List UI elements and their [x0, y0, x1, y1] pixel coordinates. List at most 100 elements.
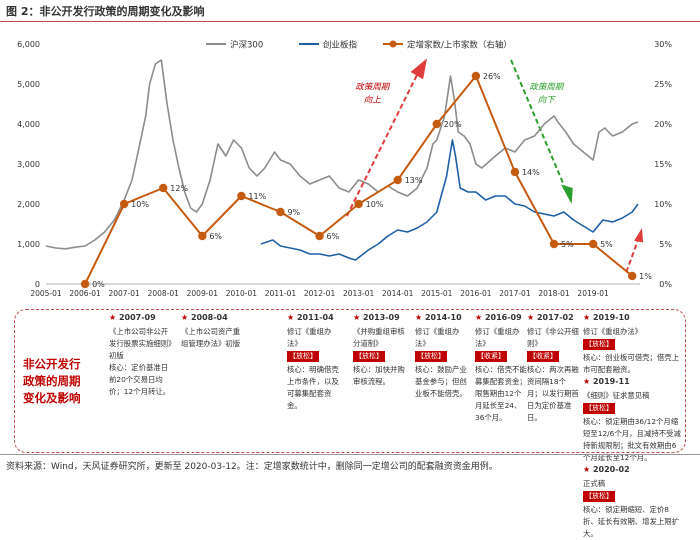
policy-tag: 【放松】 — [287, 351, 319, 362]
policy-name: 修订《重组办法》 — [583, 327, 643, 336]
data-label: 13% — [405, 176, 423, 185]
data-label: 20% — [444, 120, 462, 129]
data-label: 12% — [170, 184, 188, 193]
cycle-annotation: 向上 — [364, 95, 382, 106]
policy-tag: 【放松】 — [353, 351, 385, 362]
series-point — [471, 71, 481, 81]
policy-core: 核心：两次再融资间隔18个月；以发行期首日为定价基准日。 — [527, 365, 579, 422]
data-label: 6% — [327, 232, 340, 241]
policy-column-latest: ★ 2019-10 修订《重组办法》 【放松】 核心：创业板可借壳；借壳上市可配套融资… — [583, 312, 681, 540]
y-right-tick-label: 0% — [659, 280, 672, 289]
series-point — [198, 231, 207, 241]
legend-label: 定增家数/上市家数（右轴） — [407, 40, 512, 51]
x-tick-label: 2008-01 — [148, 289, 180, 298]
source-note: 资料来源：Wind，天风证券研究所，更新至 2020-03-12。注：定增家数统… — [6, 462, 498, 472]
x-tick-label: 2016-01 — [460, 289, 492, 298]
y-right-tick-label: 5% — [659, 240, 672, 249]
policy-tag: 【收紧】 — [527, 351, 559, 362]
x-tick-label: 2017-01 — [499, 289, 531, 298]
policy-column: ★ 2014-10 修订《重组办法》【放松】核心：鼓励产业基金参与；但创业板不能借… — [415, 312, 467, 400]
series-point — [627, 271, 637, 281]
policy-core: 核心：鼓励产业基金参与；但创业板不能借壳。 — [415, 365, 467, 398]
policy-tag: 【放松】 — [583, 403, 615, 414]
y-left-tick-label: 1,000 — [17, 240, 40, 249]
x-tick-label: 2015-01 — [421, 289, 453, 298]
series-point — [510, 167, 520, 177]
data-label: 5% — [561, 240, 574, 249]
policy-name: 修订《重组办法》 — [415, 327, 460, 348]
policy-date: ★ 2011-04 — [287, 313, 334, 322]
policy-tag: 【放松】 — [583, 491, 615, 502]
policy-name: 修订《重组办法》 — [475, 327, 520, 348]
series-point — [315, 231, 324, 241]
policy-date: ★ 2007-09 — [109, 313, 156, 322]
policy-name: 修订《非公开细则》 — [527, 327, 579, 348]
x-tick-label: 2006-01 — [69, 289, 101, 298]
policy-core: 核心：明确借壳上市条件，以及可募集配套资金。 — [287, 365, 339, 410]
data-label: 1% — [639, 272, 652, 281]
x-tick-label: 2011-01 — [265, 289, 297, 298]
x-tick-label: 2018-01 — [538, 289, 570, 298]
data-label: 26% — [483, 72, 501, 81]
data-label: 6% — [209, 232, 222, 241]
cycle-annotation: 政策周期 — [355, 82, 391, 93]
cycle-annotation: 向下 — [538, 95, 557, 106]
series-point — [237, 191, 246, 201]
y-left-tick-label: 2,000 — [17, 200, 40, 209]
x-tick-label: 2013-01 — [343, 289, 375, 298]
cycle-restart-arrow-line — [625, 239, 639, 273]
y-left-tick-label: 3,000 — [17, 160, 40, 169]
policy-date: ★ 2014-10 — [415, 313, 462, 322]
y-left-tick-label: 4,000 — [17, 120, 40, 129]
policy-core: 核心：借壳不能募集配套资金；限售期由12个月延长至24、36个月。 — [475, 365, 527, 422]
x-tick-label: 2012-01 — [304, 289, 336, 298]
policy-date: ★ 2017-02 — [527, 313, 574, 322]
star-icon: ★ — [109, 313, 119, 322]
data-label: 10% — [131, 200, 149, 209]
policy-column: ★ 2007-09 《上市公司非公开发行股票实施细则》初版 核心：定价基准日前20个… — [109, 312, 173, 398]
star-icon: ★ — [583, 465, 593, 474]
x-tick-label: 2005-01 — [30, 289, 62, 298]
policy-date: ★ 2008-04 — [181, 313, 228, 322]
cycle-up-arrow-head — [410, 58, 428, 80]
policy-column: ★ 2017-02 修订《非公开细则》【收紧】核心：两次再融资间隔18个月；以发行… — [527, 312, 579, 424]
y-right-tick-label: 20% — [654, 120, 672, 129]
policy-name: 修订《重组办法》 — [287, 327, 332, 348]
policy-date: ★ 2019-11 — [583, 377, 630, 386]
star-icon: ★ — [415, 313, 425, 322]
star-icon: ★ — [353, 313, 363, 322]
source-footer: 资料来源：Wind，天风证券研究所，更新至 2020-03-12。注：定增家数统… — [0, 454, 700, 500]
x-tick-label: 2014-01 — [382, 289, 414, 298]
data-label: 11% — [248, 192, 266, 201]
policy-name: 《上市公司非公开发行股票实施细则》初版 — [109, 327, 172, 360]
policy-name: 正式稿 — [583, 479, 606, 488]
policy-tag: 【放松】 — [583, 339, 615, 350]
policy-date: ★ 2013-09 — [353, 313, 400, 322]
policy-panel: 非公开发行政策的周期变化及影响 ★ 2007-09 《上市公司非公开发行股票实施细… — [14, 309, 686, 538]
policy-core: 核心：创业板可借壳；借壳上市可配套融资。 — [583, 353, 680, 374]
policy-name: 《细则》征求意见稿 — [583, 391, 650, 400]
policy-column: ★ 2011-04 修订《重组办法》【放松】核心：明确借壳上市条件，以及可募集配套… — [287, 312, 339, 412]
policy-core: 核心：定价基准日前20个交易日均价；12个月转让。 — [109, 363, 171, 396]
x-tick-label: 2009-01 — [187, 289, 219, 298]
series-point — [354, 199, 363, 209]
y-right-tick-label: 30% — [654, 40, 672, 49]
figure-title: 图 2：非公开发行政策的周期变化及影响 — [6, 5, 205, 18]
policy-tag: 【放松】 — [415, 351, 447, 362]
data-label: 0% — [92, 280, 105, 289]
policy-date: ★ 2020-02 — [583, 465, 630, 474]
policy-date: ★ 2019-10 — [583, 313, 630, 322]
y-right-tick-label: 10% — [654, 200, 672, 209]
y-right-tick-label: 25% — [654, 80, 672, 89]
series-point — [276, 207, 285, 217]
policy-column: ★ 2016-09 修订《重组办法》 【收紧】 核心：借壳不能募集配套资金；限售期由1… — [475, 312, 527, 424]
y-right-tick-label: 15% — [654, 160, 672, 169]
policy-tag: 【收紧】 — [475, 351, 507, 362]
series-line-1 — [260, 139, 639, 261]
series-point — [588, 239, 598, 249]
star-icon: ★ — [583, 313, 593, 322]
policy-column: ★ 2008-04 《上市公司资产重组管理办法》初版 — [181, 312, 245, 350]
series-line-0 — [45, 59, 639, 250]
series-point — [549, 239, 559, 249]
data-label: 10% — [366, 200, 384, 209]
